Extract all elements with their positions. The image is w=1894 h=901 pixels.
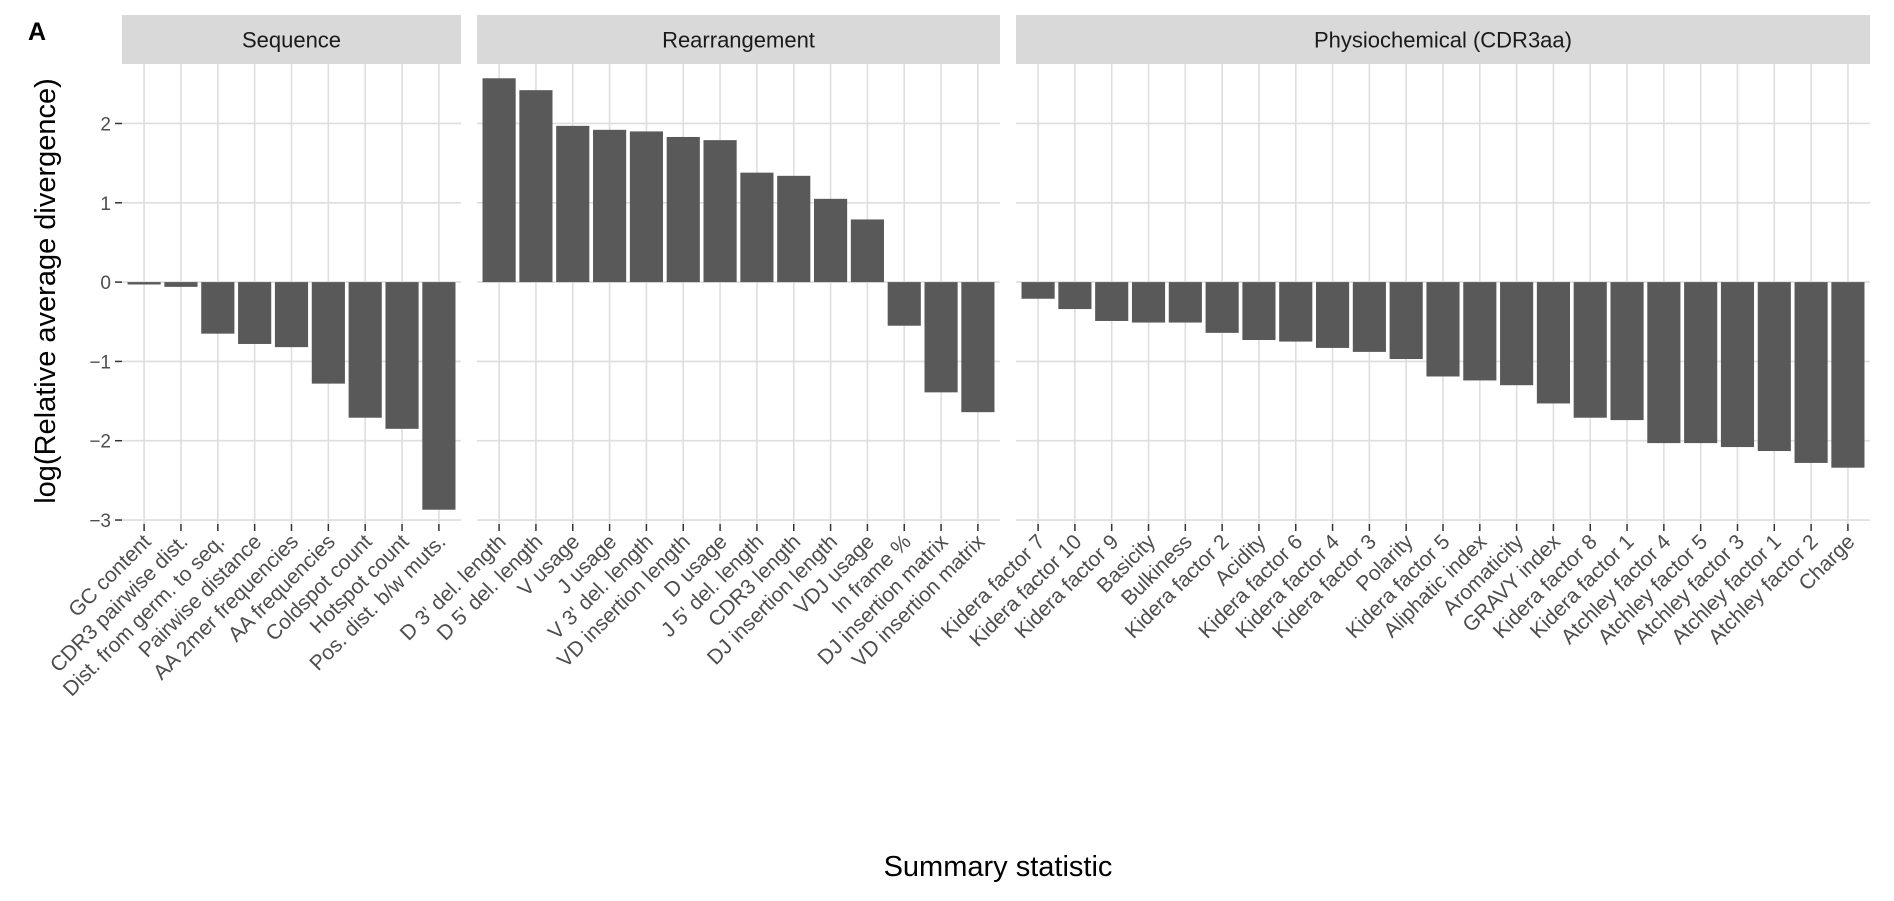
- bar: [629, 131, 663, 283]
- bar: [1242, 282, 1276, 340]
- bar: [1389, 282, 1423, 360]
- panel-tag: A: [28, 18, 46, 46]
- bar: [887, 282, 921, 326]
- bar: [1684, 282, 1718, 444]
- bar: [201, 282, 235, 334]
- bar: [1720, 282, 1755, 448]
- bar: [1500, 282, 1534, 386]
- y-tick-label: −3: [89, 511, 111, 532]
- y-tick-label: −1: [89, 352, 111, 373]
- bar: [1757, 282, 1791, 452]
- x-axis-title: Summary statistic: [884, 851, 1113, 883]
- bar: [777, 175, 811, 283]
- bar: [703, 140, 737, 283]
- y-axis-title: log(Relative average divergence): [30, 78, 62, 504]
- bar: [1536, 282, 1570, 404]
- facet-strip: [477, 15, 1000, 64]
- bar: [850, 219, 884, 283]
- bar: [814, 198, 848, 283]
- bar: [311, 282, 345, 384]
- y-tick-label: 2: [100, 114, 111, 135]
- facet-strip-label: Physiochemical (CDR3aa): [1314, 28, 1572, 53]
- bar: [482, 78, 516, 283]
- y-tick-label: 0: [100, 273, 111, 294]
- bar: [1316, 282, 1350, 348]
- bar: [422, 282, 456, 510]
- bar: [1095, 282, 1129, 321]
- bar: [1168, 282, 1202, 323]
- bar: [924, 282, 958, 393]
- facet-panel: Physiochemical (CDR3aa)Kidera factor 7Ki…: [937, 15, 1870, 651]
- bar: [1573, 282, 1607, 418]
- y-axis: −3 −2 −1 0 1 2: [89, 114, 122, 532]
- bar: [1058, 282, 1092, 310]
- bar: [164, 282, 198, 287]
- bar: [1610, 282, 1644, 421]
- bar: [127, 282, 161, 285]
- panel-background: [477, 64, 1000, 524]
- bar: [519, 90, 553, 283]
- bar: [238, 282, 272, 344]
- bar: [1205, 282, 1239, 333]
- bar: [666, 136, 700, 283]
- bar: [593, 129, 627, 283]
- bar: [348, 282, 382, 418]
- bar: [740, 172, 774, 283]
- bar: [385, 282, 419, 429]
- bar: [1131, 282, 1166, 323]
- bar: [1463, 282, 1497, 381]
- bar: [1794, 282, 1828, 463]
- bar: [556, 125, 590, 283]
- facet-strip: [1016, 15, 1870, 64]
- bar: [1279, 282, 1313, 342]
- y-tick-label: 1: [100, 194, 111, 215]
- bar: [1426, 282, 1460, 377]
- y-tick-label: −2: [89, 432, 111, 453]
- bar: [1831, 282, 1865, 468]
- facet-strip-label: Rearrangement: [662, 28, 815, 53]
- facet-strip-label: Sequence: [242, 28, 341, 53]
- bar: [1647, 282, 1681, 444]
- bar: [961, 282, 995, 413]
- bar: [274, 282, 309, 348]
- bar: [1352, 282, 1386, 352]
- bar: [1021, 282, 1055, 299]
- facet-strip: [122, 15, 461, 64]
